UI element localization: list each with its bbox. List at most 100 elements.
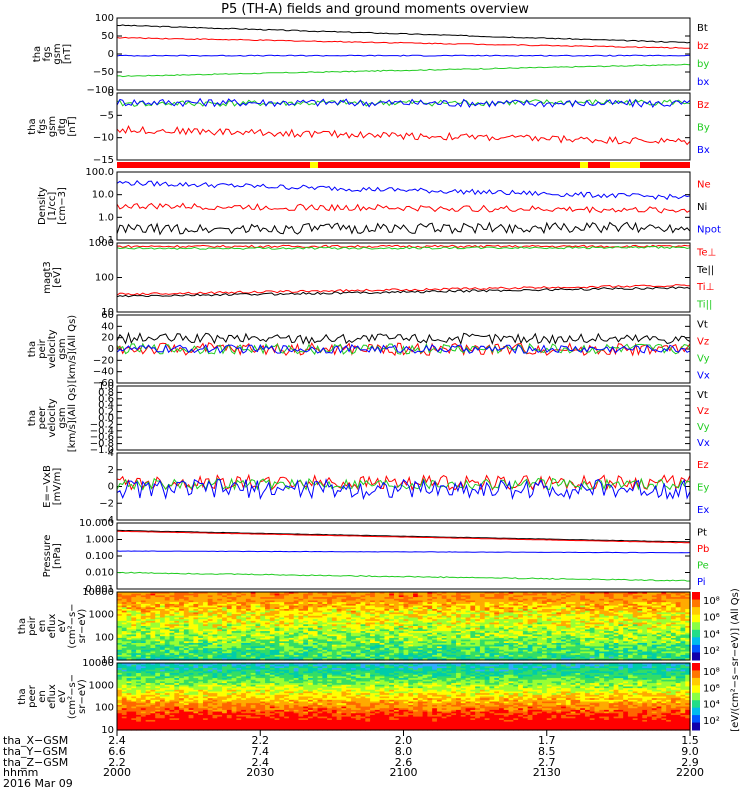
spectrogram-cell [360,641,366,644]
spectrogram-cell [647,636,653,639]
spectrogram-cell [379,619,385,622]
spectrogram-cell [494,632,500,636]
spectrogram-cell [322,634,328,637]
spectrogram-cell [584,615,591,619]
spectrogram-cell [661,646,667,649]
spectrogram-cell [637,597,643,600]
spectrogram-cell [551,619,557,622]
spectrogram-cell [441,610,448,613]
spectrogram-cell [217,649,223,653]
spectrogram-cell [470,641,476,644]
spectrogram-cell [446,622,452,625]
spectrogram-cell [231,602,237,605]
spectrogram-cell [489,634,495,637]
spectrogram-cell [293,658,300,661]
spectrogram-cell [489,624,495,627]
ytick-label: 0.4 [98,400,114,411]
spectrogram-cell [346,658,352,661]
spectrogram-cell [670,610,677,613]
spectrogram-cell [117,593,123,596]
legend-Ez: Ez [697,460,709,471]
spectrogram-cell [503,626,510,629]
spectrogram-cell [331,615,338,619]
spectrogram-cell [432,624,438,627]
spectrogram-cell [370,644,376,647]
spectrogram-cell [350,609,357,612]
spectrogram-cell [389,631,395,634]
spectrogram-cell [618,651,624,654]
spectrogram-cell [623,636,629,639]
spectrogram-cell [169,603,175,607]
spectrogram-cell [546,595,553,598]
spectrogram-cell [465,646,471,649]
spectrogram-cell [126,622,132,625]
spectrogram-cell [164,654,171,658]
spectrogram-cell [446,609,452,612]
spectrogram-cell [599,622,605,625]
spectrogram-cell [613,644,619,647]
spectrogram-cell [546,639,553,642]
spectrogram-cell [427,614,433,617]
spectrogram-cell [537,651,543,654]
spectrogram-cell [446,637,452,641]
spectrogram-cell [403,593,409,596]
spectrogram-cell [589,654,596,658]
spectrogram-cell [255,636,261,639]
spectrogram-cell [222,610,228,613]
spectrogram-cell [293,626,300,629]
spectrogram-cell [370,600,376,603]
spectrogram-cell [136,609,142,612]
spectrogram-cell [169,600,175,603]
spectrogram-cell [465,593,471,596]
spectrogram-cell [217,658,223,661]
spectrogram-cell [179,615,185,619]
spectrogram-cell [513,614,519,617]
spectrogram-cell [250,617,257,620]
spectrogram-cell [561,598,567,602]
spectrogram-cell [589,614,596,617]
spectrogram-cell [303,632,309,636]
spectrogram-cell [537,610,543,613]
spectrogram-cell [685,593,691,596]
spectrogram-cell [527,634,534,637]
spectrogram-cell [245,626,252,629]
spectrogram-cell [479,602,486,605]
spectrogram-cell [331,644,338,647]
spectrogram-cell [384,637,390,641]
spectrogram-cell [241,593,247,596]
spectrogram-cell [479,609,486,612]
spectrogram-cell [632,602,639,605]
spectrogram-cell [217,651,223,654]
y-axis-label-line: [eV] [52,267,63,288]
spectrogram-cell [226,648,233,651]
spectrogram-cell [126,610,132,613]
y-axis-label-line: peer [37,406,48,430]
spectrogram-cell [198,656,204,659]
spectrogram-cell [121,656,128,659]
spectrogram-cell [565,641,572,644]
spectrogram-cell [594,632,600,636]
spectrogram-cell [188,646,194,649]
spectrogram-cell [618,603,624,607]
spectrogram-cell [613,592,619,595]
spectrogram-cell [260,592,266,595]
spectrogram-cell [279,600,285,603]
spectrogram-cell [159,598,166,602]
spectrogram-cell [207,617,214,620]
spectrogram-cell [666,605,672,608]
spectrogram-cell [561,627,567,630]
ytick-label: −60 [93,378,114,389]
y-axis-label: thafgsgsmdtg[nT] [27,116,78,137]
spectrogram-cell [159,637,166,641]
spectrogram-cell [336,622,343,625]
spectrogram-cell [231,656,237,659]
spectrogram-cell [647,615,653,619]
spectrogram-cell [231,595,237,598]
spectrogram-cell [145,653,152,656]
spectrogram-cell [341,595,347,598]
spectrogram-cell [494,619,500,622]
spectrogram-cell [561,605,567,608]
spectrogram-cell [322,622,328,625]
spectrogram-cell [193,651,199,654]
spectrogram-cell [245,602,252,605]
